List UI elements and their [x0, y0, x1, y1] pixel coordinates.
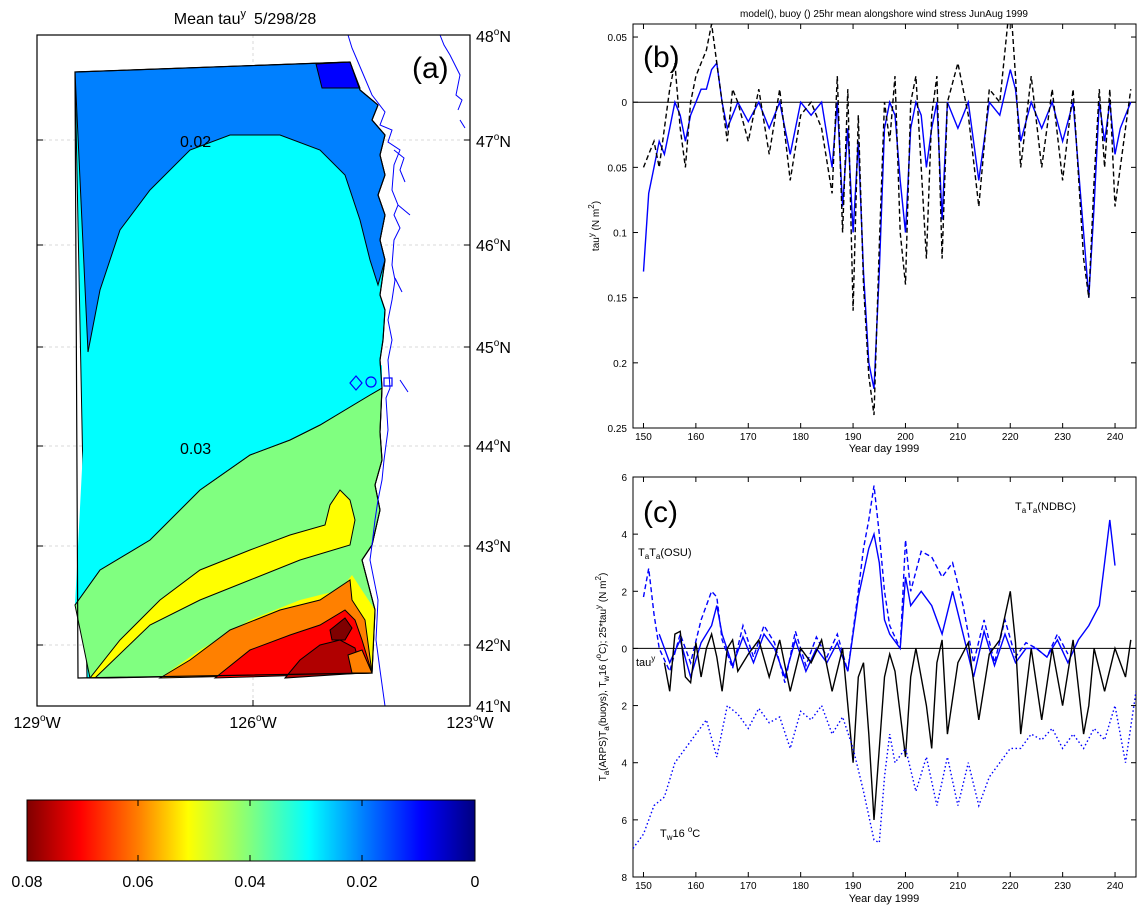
buoy-marker-diamond — [349, 375, 363, 391]
x-tick-label: 150 — [635, 881, 652, 892]
panel-b-title: model(), buoy () 25hr mean alongshore wi… — [740, 9, 1028, 20]
x-tick-label: 160 — [688, 881, 705, 892]
annotation-tw: Tw16 oC — [660, 825, 700, 842]
panel-b-label: (b) — [643, 41, 680, 74]
y-tick-label: 0 — [621, 644, 627, 655]
y-tick-label: 0.15 — [608, 294, 628, 305]
y-tick-label: 0.1 — [613, 229, 627, 240]
buoy-marker-square — [383, 377, 393, 387]
x-tick-label: 200 — [897, 881, 914, 892]
x-tick-label: 180 — [792, 881, 809, 892]
lat-label: 46oN — [476, 236, 511, 255]
y-tick-label: 0.05 — [608, 163, 628, 174]
series-line-dotted-3 — [633, 691, 1136, 849]
panel-a-map: Mean tauy 5/298/28 — [11, 8, 510, 891]
region-yellow — [88, 489, 356, 679]
lat-label: 42oN — [476, 636, 511, 655]
y-tick-label: 0.05 — [608, 33, 628, 44]
x-tick-label: 230 — [1054, 881, 1071, 892]
x-tick-label: 170 — [740, 432, 757, 443]
x-tick-label: 230 — [1054, 432, 1071, 443]
colorbar-tick: 0.02 — [346, 874, 377, 891]
panel-c-xlabel: Year day 1999 — [849, 893, 920, 905]
x-tick-label: 210 — [950, 432, 967, 443]
lat-label: 48oN — [476, 27, 511, 46]
y-tick-label: 2 — [621, 702, 627, 713]
y-tick-label: 4 — [621, 530, 627, 541]
x-tick-label: 220 — [1002, 432, 1019, 443]
coastline — [347, 34, 401, 707]
y-tick-label: 2 — [621, 587, 627, 598]
colorbar-tick: 0.06 — [122, 874, 153, 891]
lon-tick-labels: 129oW 126oW 123oW — [13, 713, 494, 732]
panel-c-ylabel: Ta(ARPS)Ta(buoys), Tw16 (oC); 25*tauy (N… — [594, 573, 611, 782]
x-tick-label: 170 — [740, 881, 757, 892]
panel-b-x-ticks: 150 160 170 180 190 200 210 220 230 240 — [635, 24, 1124, 443]
series-line-solid-2 — [663, 591, 1132, 820]
series-line-dashed-1 — [642, 485, 1069, 683]
x-tick-label: 200 — [897, 432, 914, 443]
panel-c-x-ticks: 150 160 170 180 190 200 210 220 230 240 — [635, 477, 1124, 892]
lon-label: 126oW — [229, 713, 277, 732]
panel-b-chart: model(), buoy () 25hr mean alongshore wi… — [587, 9, 1137, 455]
contour-label-002: 0.02 — [180, 134, 211, 151]
colorbar — [26, 799, 476, 862]
x-tick-label: 240 — [1107, 432, 1124, 443]
x-tick-label: 150 — [635, 432, 652, 443]
panel-a-title: Mean tauy 5/298/28 — [174, 8, 317, 28]
y-tick-label: 6 — [621, 816, 627, 827]
lat-tick-labels: 48oN 47oN 46oN 45oN 44oN 43oN 42oN 41oN — [476, 27, 511, 716]
annotation-osu: TaTa(OSU) — [638, 547, 692, 561]
colorbar-tick: 0.04 — [234, 874, 265, 891]
panel-b-frame — [632, 23, 1137, 429]
colorbar-tick: 0.08 — [11, 874, 42, 891]
x-tick-label: 190 — [845, 432, 862, 443]
y-tick-label: 8 — [621, 873, 627, 884]
panel-c-label: (c) — [643, 496, 678, 529]
lat-label: 43oN — [476, 537, 511, 556]
panel-b-xlabel: Year day 1999 — [849, 443, 920, 455]
series-line-dashed-1 — [642, 24, 1132, 416]
panel-c-chart: 150 160 170 180 190 200 210 220 230 240 64202468 … — [594, 473, 1137, 905]
y-tick-label: 0 — [621, 98, 627, 109]
x-tick-label: 220 — [1002, 881, 1019, 892]
lat-label: 44oN — [476, 437, 511, 456]
contour-label-003: 0.03 — [180, 441, 211, 458]
x-tick-label: 190 — [845, 881, 862, 892]
panel-a-label: (a) — [412, 52, 449, 85]
buoy-marker-circle — [365, 376, 377, 388]
lat-label: 45oN — [476, 338, 511, 357]
y-tick-label: 0.2 — [613, 359, 627, 370]
y-tick-label: 0.25 — [608, 424, 628, 435]
lon-label: 123oW — [446, 713, 494, 732]
x-tick-label: 240 — [1107, 881, 1124, 892]
lat-label: 47oN — [476, 132, 511, 151]
annotation-tau: tauy — [636, 654, 655, 669]
y-tick-label: 6 — [621, 473, 627, 484]
panel-b-ylabel: tauy (N m2) — [587, 201, 602, 251]
panel-c-y-ticks: 6 4 2 0 2 4 6 8 — [621, 473, 1136, 884]
annotation-ndbc: TaTa(NDBC) — [1015, 501, 1076, 515]
x-tick-label: 160 — [688, 432, 705, 443]
colorbar-tick: 0 — [471, 874, 480, 891]
lat-label: 41oN — [476, 697, 511, 716]
model-domain-outline — [74, 61, 386, 679]
panel-b-y-ticks: 0.05 0 0.05 0.1 0.15 0.2 0.25 — [608, 33, 1136, 435]
y-tick-label: 4 — [621, 759, 627, 770]
series-line-solid-0 — [642, 61, 1132, 390]
x-tick-label: 180 — [792, 432, 809, 443]
lon-label: 129oW — [13, 713, 61, 732]
x-tick-label: 210 — [950, 881, 967, 892]
contour-fill — [74, 61, 386, 679]
